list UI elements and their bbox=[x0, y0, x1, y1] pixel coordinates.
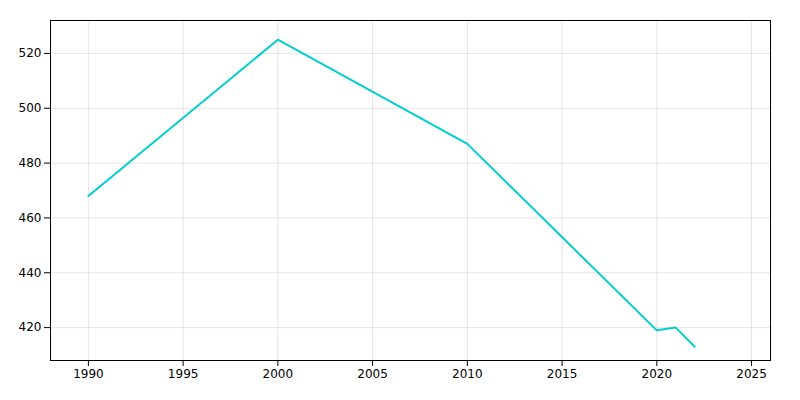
svg-text:420: 420 bbox=[19, 320, 42, 334]
svg-text:520: 520 bbox=[19, 46, 42, 60]
svg-text:2000: 2000 bbox=[263, 367, 294, 381]
svg-text:480: 480 bbox=[19, 156, 42, 170]
svg-text:440: 440 bbox=[19, 266, 42, 280]
svg-text:460: 460 bbox=[19, 211, 42, 225]
svg-text:2015: 2015 bbox=[547, 367, 578, 381]
svg-text:1995: 1995 bbox=[168, 367, 199, 381]
svg-text:500: 500 bbox=[19, 101, 42, 115]
svg-text:2025: 2025 bbox=[736, 367, 767, 381]
svg-text:2010: 2010 bbox=[452, 367, 483, 381]
svg-text:2005: 2005 bbox=[357, 367, 388, 381]
svg-text:2020: 2020 bbox=[642, 367, 673, 381]
svg-text:1990: 1990 bbox=[73, 367, 104, 381]
